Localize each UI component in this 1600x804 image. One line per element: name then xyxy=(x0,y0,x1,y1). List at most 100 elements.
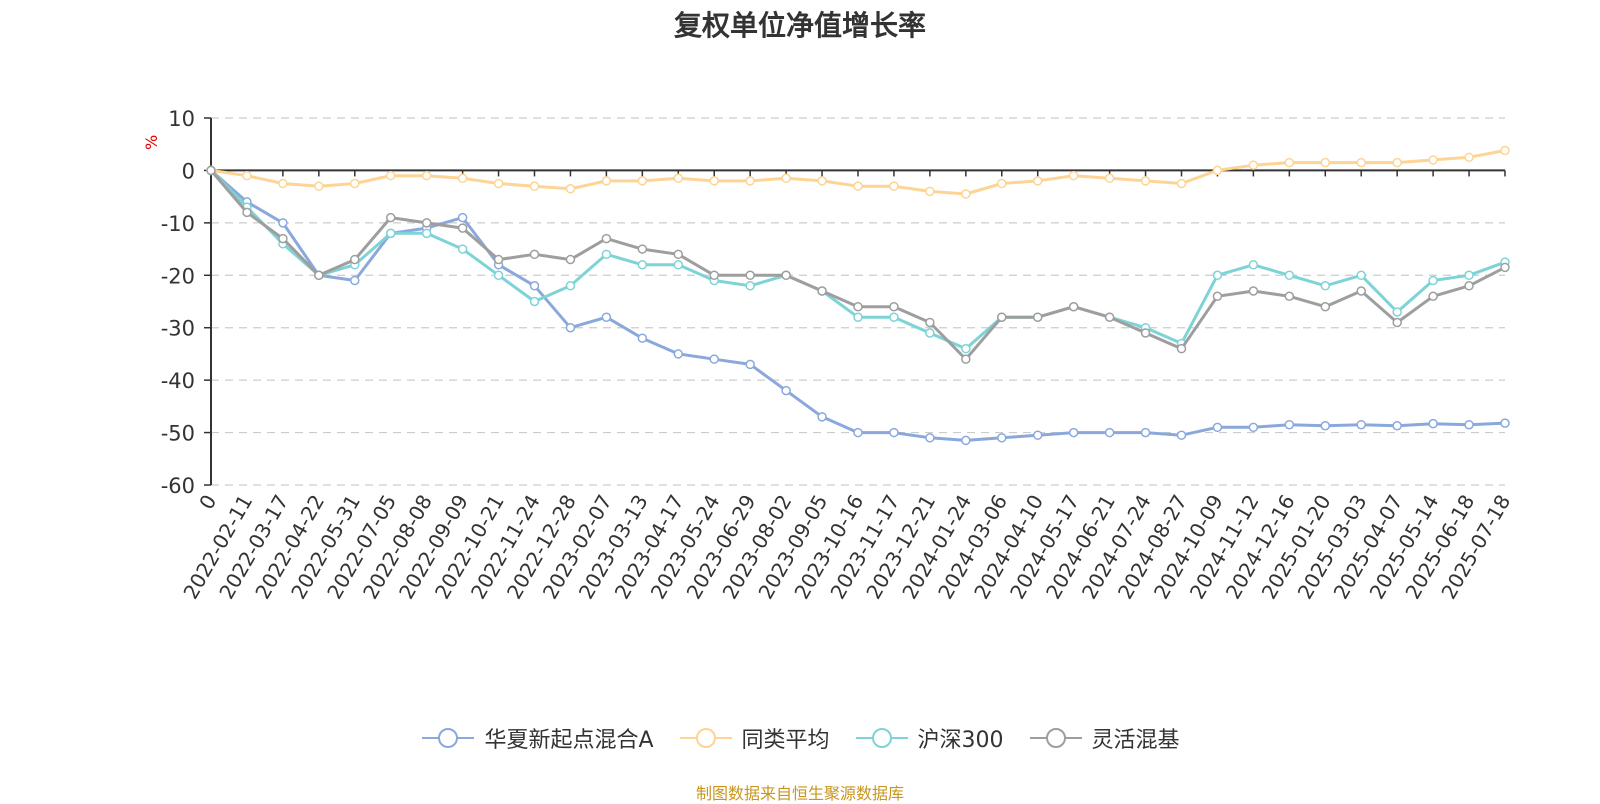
data-point xyxy=(709,354,719,364)
data-point xyxy=(925,317,935,328)
data-point xyxy=(350,275,360,286)
data-point xyxy=(1248,260,1259,270)
data-point xyxy=(1320,301,1331,312)
data-point xyxy=(457,212,468,223)
y-tick-label: -30 xyxy=(161,317,195,341)
chart-title: 复权单位净值增长率 xyxy=(673,9,926,42)
data-point xyxy=(817,176,827,186)
data-point xyxy=(745,176,755,186)
data-point xyxy=(1032,430,1043,440)
data-point xyxy=(242,170,252,181)
data-point xyxy=(745,281,755,291)
data-point xyxy=(206,165,216,176)
data-point xyxy=(565,254,576,265)
data-point xyxy=(637,176,648,186)
data-point xyxy=(1464,270,1474,281)
data-point xyxy=(1356,419,1366,430)
y-tick-label: -20 xyxy=(161,264,195,288)
legend-marker-icon xyxy=(855,728,908,748)
data-point xyxy=(1284,270,1295,281)
data-point xyxy=(1392,307,1402,317)
data-point xyxy=(997,178,1007,189)
data-point xyxy=(1248,160,1259,170)
data-point xyxy=(709,176,719,186)
data-point xyxy=(421,170,432,181)
data-point xyxy=(1068,301,1079,312)
data-point xyxy=(1392,421,1402,431)
data-point xyxy=(1356,157,1366,168)
legend-label: 华夏新起点混合A xyxy=(484,728,654,753)
data-point xyxy=(1032,312,1043,322)
data-point xyxy=(350,254,360,265)
data-point xyxy=(314,270,324,281)
legend-item-peer-average[interactable]: 同类平均 xyxy=(678,722,830,754)
data-point xyxy=(278,178,288,189)
legend-label: 同类平均 xyxy=(741,728,830,753)
data-point xyxy=(1392,317,1402,328)
data-point xyxy=(637,333,648,343)
data-point xyxy=(961,354,971,364)
data-point xyxy=(745,359,755,370)
data-point xyxy=(961,343,971,354)
data-point xyxy=(565,281,576,291)
data-point xyxy=(1068,427,1079,438)
data-point xyxy=(529,181,540,191)
data-point xyxy=(673,249,684,260)
data-point xyxy=(278,233,288,244)
x-tick-label: 0 xyxy=(194,491,221,514)
data-point xyxy=(457,244,468,254)
data-point xyxy=(385,170,396,181)
data-point xyxy=(1140,427,1151,438)
data-point xyxy=(961,189,971,199)
y-tick-label: 10 xyxy=(168,107,195,131)
legend-item-flexible-mixed[interactable]: 灵活混基 xyxy=(1028,722,1180,754)
data-point xyxy=(421,218,432,228)
data-point xyxy=(1212,291,1223,302)
data-point xyxy=(1068,170,1079,181)
data-point xyxy=(1176,343,1187,354)
data-point xyxy=(1212,165,1223,176)
chart-legend: 华夏新起点混合A 同类平均 沪深300 灵活混基 xyxy=(0,722,1600,754)
data-point xyxy=(1104,427,1115,438)
data-point xyxy=(781,385,791,396)
data-point xyxy=(853,181,863,191)
data-point xyxy=(1356,270,1366,281)
legend-label: 灵活混基 xyxy=(1091,728,1180,753)
y-tick-label: -40 xyxy=(161,369,195,393)
data-point xyxy=(1140,176,1151,186)
data-source-note: 制图数据来自恒生聚源数据库 xyxy=(695,784,904,803)
data-point xyxy=(601,176,612,186)
data-point xyxy=(529,296,540,307)
data-point xyxy=(1032,176,1043,186)
data-point xyxy=(1464,419,1474,430)
data-point xyxy=(925,186,935,197)
data-point xyxy=(1428,291,1438,302)
data-point xyxy=(421,228,432,239)
data-point xyxy=(1176,430,1187,440)
data-point xyxy=(1284,291,1295,302)
data-point xyxy=(1500,262,1510,273)
data-point xyxy=(242,207,252,218)
data-point xyxy=(637,244,648,254)
legend-item-csi300[interactable]: 沪深300 xyxy=(854,722,1004,754)
legend-marker-icon xyxy=(422,728,475,748)
y-tick-label: -50 xyxy=(161,422,195,446)
data-point xyxy=(925,433,935,443)
data-point xyxy=(385,212,396,223)
data-point xyxy=(1212,422,1223,433)
data-point xyxy=(493,178,504,189)
data-point xyxy=(853,427,863,438)
data-point xyxy=(457,223,468,233)
data-point xyxy=(1104,312,1115,322)
data-point xyxy=(673,173,684,184)
data-point xyxy=(601,249,612,260)
data-point xyxy=(493,254,504,265)
series-line xyxy=(209,169,1506,361)
data-point xyxy=(1500,145,1510,156)
data-point xyxy=(1212,270,1223,281)
data-point xyxy=(1140,328,1151,338)
legend-item-fund[interactable]: 华夏新起点混合A xyxy=(420,722,654,754)
data-point xyxy=(529,249,540,260)
data-point xyxy=(1464,152,1474,163)
